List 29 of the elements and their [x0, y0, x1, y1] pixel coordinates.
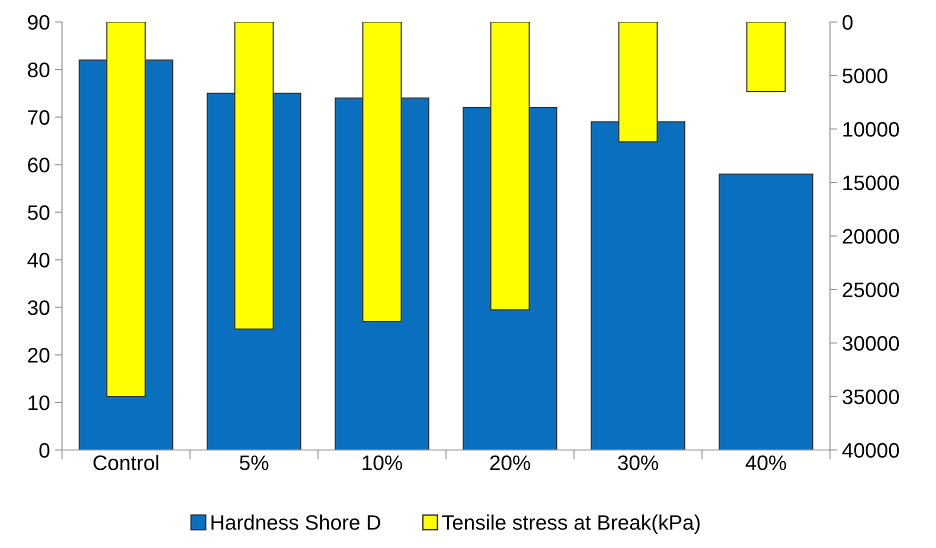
y2-tick-label: 35000 — [842, 390, 899, 404]
y-tick-label: 50 — [28, 205, 50, 220]
legend-label: Hardness Shore D — [212, 514, 380, 530]
bar — [746, 22, 786, 92]
legend-label: Tensile stress at Break(kPa) — [442, 514, 700, 534]
y-tick-label: 0 — [39, 443, 50, 458]
y2-tick-label: 10000 — [843, 122, 899, 137]
y2-tick-label: 40000 — [842, 443, 899, 458]
x-tick-label: 10% — [362, 455, 402, 470]
x-tick-label: Control — [93, 454, 158, 470]
y2-tick-label: 5000 — [842, 68, 888, 84]
y2-tick-label: 30000 — [842, 336, 899, 351]
y-tick-label: 90 — [28, 15, 50, 30]
y-tick-label: 60 — [28, 158, 50, 172]
y-tick-label: 10 — [28, 395, 50, 410]
y-tick-label: 30 — [28, 300, 50, 316]
y-tick-label: 80 — [28, 62, 50, 78]
x-tick-label: 30% — [618, 455, 658, 470]
y-tick-label: 70 — [28, 110, 50, 125]
y-tick-label: 20 — [28, 348, 50, 363]
y-tick-label: 40 — [28, 252, 50, 268]
y2-tick-label: 15000 — [843, 176, 899, 190]
x-tick-label: 20% — [490, 455, 530, 470]
bar — [718, 174, 814, 450]
y2-tick-label: 25000 — [842, 282, 899, 298]
x-tick-label: 5% — [240, 456, 268, 470]
y2-tick-label: 0 — [842, 15, 853, 30]
y2-tick-label: 20000 — [842, 229, 899, 244]
x-tick-label: 40% — [746, 455, 786, 470]
